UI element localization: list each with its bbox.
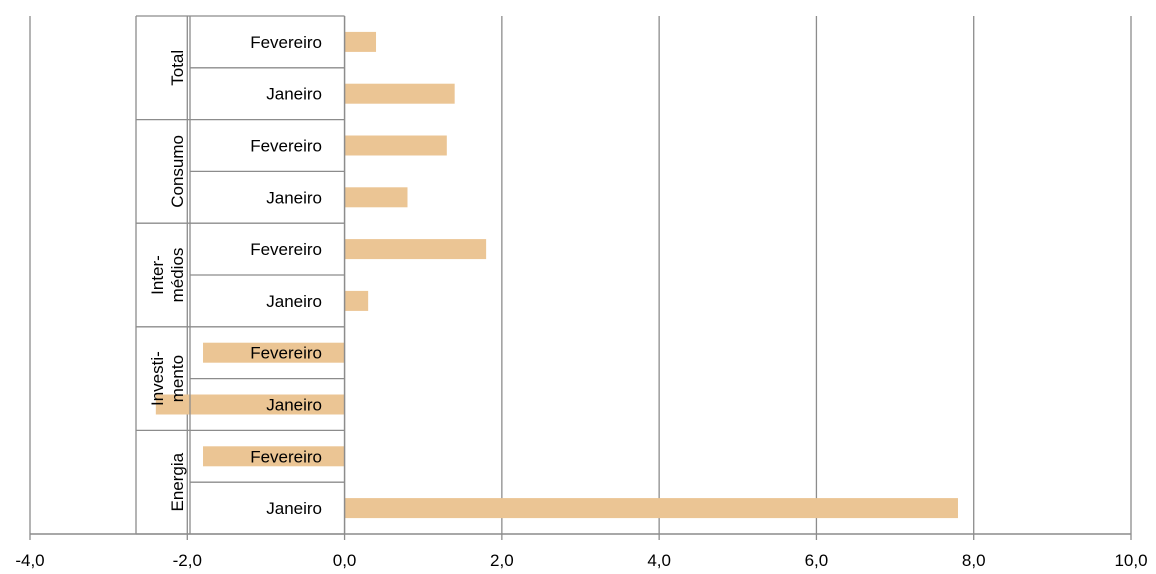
gridlines <box>29 16 1132 534</box>
x-tick-label: 0,0 <box>333 551 357 570</box>
category-label: Fevereiro <box>250 33 322 52</box>
category-label: Fevereiro <box>250 240 322 259</box>
category-label: Janeiro <box>266 292 322 311</box>
group-label: Consumo <box>168 135 187 208</box>
x-tick-label: -2,0 <box>173 551 202 570</box>
bar <box>344 187 408 208</box>
x-tick-label: 4,0 <box>647 551 671 570</box>
group-label: Energia <box>168 452 187 511</box>
category-label: Janeiro <box>266 499 322 518</box>
group-label: médios <box>168 248 187 303</box>
group-label: mento <box>168 355 187 402</box>
bar <box>344 135 447 156</box>
bar <box>344 31 377 52</box>
category-label: Janeiro <box>266 396 322 415</box>
bar <box>344 83 455 104</box>
bar <box>344 290 369 311</box>
bar <box>203 446 345 467</box>
category-label: Fevereiro <box>250 447 322 466</box>
bars <box>155 31 958 519</box>
group-label: Total <box>168 50 187 86</box>
category-label: Fevereiro <box>250 344 322 363</box>
category-label: Janeiro <box>266 85 322 104</box>
group-label: Inter- <box>148 255 167 295</box>
labels: -4,0 -2,0 0,0 2,0 4,0 6,0 8,0 10,0 Fevereiro Jane… <box>15 33 1147 570</box>
bar <box>344 239 487 260</box>
category-label: Janeiro <box>266 188 322 207</box>
axes <box>29 15 1132 540</box>
x-tick-label: 8,0 <box>962 551 986 570</box>
group-label: Investi- <box>148 351 167 406</box>
x-tick-label: 6,0 <box>805 551 829 570</box>
bar <box>344 498 958 519</box>
bar <box>155 394 345 415</box>
x-tick-label: -4,0 <box>15 551 44 570</box>
category-label: Fevereiro <box>250 137 322 156</box>
x-tick-label: 2,0 <box>490 551 514 570</box>
bar <box>203 342 345 363</box>
x-tick-label: 10,0 <box>1114 551 1147 570</box>
